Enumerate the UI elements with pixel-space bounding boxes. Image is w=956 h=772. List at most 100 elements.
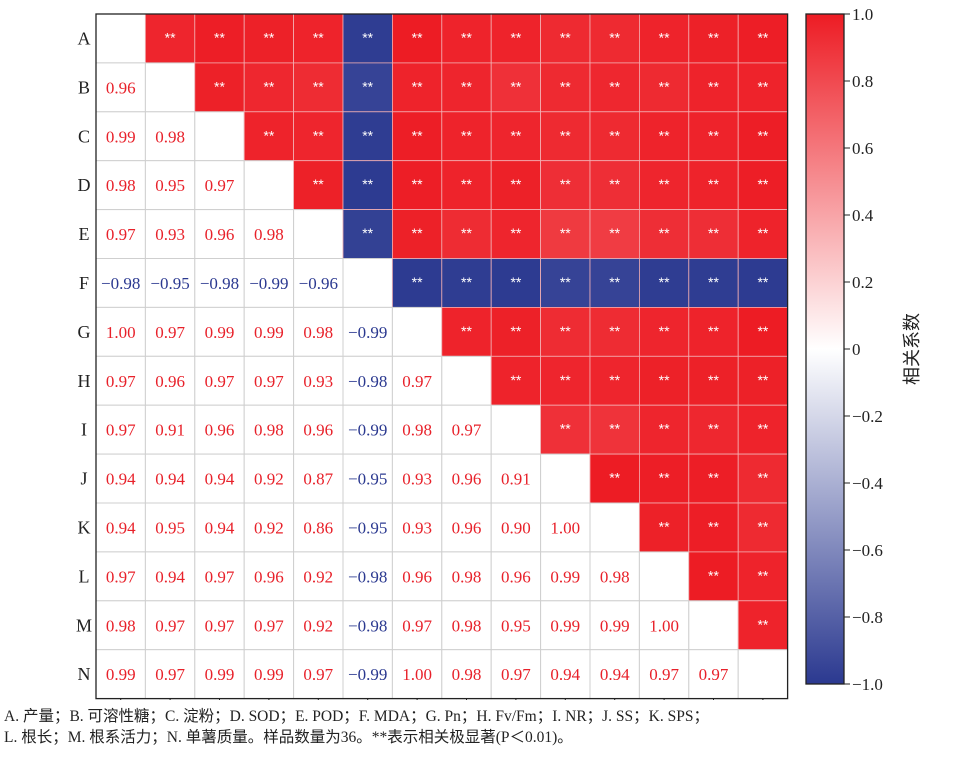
heatmap-cell-lower	[540, 551, 591, 602]
significance-marker: **	[659, 372, 670, 388]
heatmap-cell-upper	[490, 62, 542, 113]
significance-marker: **	[362, 225, 373, 241]
significance-marker: **	[313, 176, 324, 192]
correlation-value: 0.97	[106, 421, 136, 440]
significance-marker: **	[560, 323, 571, 339]
heatmap-cell-lower	[243, 209, 295, 260]
heatmap-cell-upper	[589, 404, 640, 455]
heatmap-cell-upper	[737, 160, 789, 210]
heatmap-cell-upper	[441, 258, 492, 308]
correlation-value: 1.00	[550, 518, 580, 537]
heatmap-cell-lower	[144, 355, 196, 406]
diagonal-cell	[688, 600, 739, 651]
heatmap-cell-lower	[490, 453, 542, 504]
diagonal-cell	[243, 160, 295, 211]
row-label: A	[78, 28, 91, 48]
heatmap-cell-upper	[737, 258, 789, 308]
heatmap-cell-upper	[342, 62, 393, 113]
significance-marker: **	[708, 567, 719, 583]
heatmap-cell-upper	[639, 209, 690, 259]
correlation-value: 0.97	[205, 372, 235, 391]
correlation-value: 0.99	[254, 665, 284, 684]
correlation-value: 0.96	[106, 78, 136, 97]
significance-marker: **	[510, 372, 521, 388]
significance-marker: **	[362, 176, 373, 192]
heatmap-cell-lower	[194, 306, 245, 357]
correlation-value: 0.93	[155, 225, 185, 244]
caption-line-1: A. 产量；B. 可溶性糖；C. 淀粉；D. SOD；E. POD；F. MDA…	[4, 708, 709, 725]
heatmap-cell-lower	[194, 258, 245, 308]
heatmap-cell-lower	[589, 551, 640, 602]
significance-marker: **	[757, 616, 768, 632]
significance-marker: **	[659, 323, 670, 339]
correlation-value: 0.98	[303, 323, 333, 342]
correlation-value: 0.94	[205, 518, 235, 537]
heatmap-cell-upper	[589, 209, 640, 259]
heatmap-cell-upper	[441, 160, 492, 210]
heatmap-cell-lower	[243, 600, 295, 651]
correlation-value: 0.99	[600, 616, 630, 635]
heatmap-cell-lower	[688, 649, 739, 700]
significance-marker: **	[757, 225, 768, 241]
correlation-value: 1.00	[106, 323, 136, 342]
heatmap-cell-upper	[737, 502, 789, 553]
significance-marker: **	[412, 127, 423, 143]
significance-marker: **	[708, 127, 719, 143]
heatmap-cell-upper	[737, 13, 789, 64]
significance-marker: **	[708, 470, 719, 486]
significance-marker: **	[560, 225, 571, 241]
correlation-value: 0.96	[452, 518, 482, 537]
row-label: J	[80, 469, 87, 489]
significance-marker: **	[708, 78, 719, 94]
correlation-value: 0.86	[303, 518, 333, 537]
significance-marker: **	[609, 372, 620, 388]
significance-marker: **	[461, 274, 472, 290]
heatmap-cell-upper	[391, 209, 443, 259]
heatmap-cell-lower	[144, 209, 196, 260]
correlation-value: 0.93	[402, 518, 432, 537]
heatmap-cell-upper	[540, 355, 591, 406]
row-label: C	[78, 126, 90, 146]
significance-marker: **	[412, 274, 423, 290]
heatmap-cell-upper	[540, 13, 591, 64]
colorbar-tick-label: 0	[852, 340, 861, 359]
heatmap-cell-upper	[688, 160, 739, 210]
correlation-value: −0.98	[348, 567, 387, 586]
correlation-value: 0.91	[155, 421, 185, 440]
heatmap-cell-upper	[737, 355, 789, 406]
significance-marker: **	[659, 29, 670, 45]
significance-marker: **	[708, 225, 719, 241]
heatmap-cell-upper	[688, 111, 739, 162]
significance-marker: **	[510, 274, 521, 290]
correlation-value: −0.96	[299, 274, 338, 293]
significance-marker: **	[609, 323, 620, 339]
heatmap-cell-lower	[144, 502, 196, 553]
correlation-value: 0.87	[303, 470, 333, 489]
colorbar-tick-label: 1.0	[852, 5, 873, 24]
significance-marker: **	[560, 274, 571, 290]
significance-marker: **	[757, 274, 768, 290]
significance-marker: **	[659, 176, 670, 192]
significance-marker: **	[609, 176, 620, 192]
heatmap-cell-upper	[441, 306, 492, 357]
significance-marker: **	[263, 127, 274, 143]
significance-marker: **	[708, 421, 719, 437]
significance-marker: **	[708, 518, 719, 534]
correlation-value: 0.94	[550, 665, 580, 684]
correlation-value: 1.00	[649, 616, 679, 635]
significance-marker: **	[659, 470, 670, 486]
correlation-value: 0.94	[600, 665, 630, 684]
heatmap-cell-lower	[540, 649, 591, 700]
row-label: E	[79, 224, 90, 244]
heatmap-cell-upper	[391, 62, 443, 113]
heatmap-cell-upper	[441, 13, 492, 64]
significance-marker: **	[757, 372, 768, 388]
correlation-value: 0.97	[699, 665, 729, 684]
correlation-value: 0.96	[205, 225, 235, 244]
significance-marker: **	[757, 176, 768, 192]
significance-marker: **	[412, 225, 423, 241]
significance-marker: **	[510, 127, 521, 143]
colorbar-tick-label: −0.4	[852, 474, 883, 493]
significance-marker: **	[362, 78, 373, 94]
heatmap-cell-lower	[194, 649, 245, 700]
